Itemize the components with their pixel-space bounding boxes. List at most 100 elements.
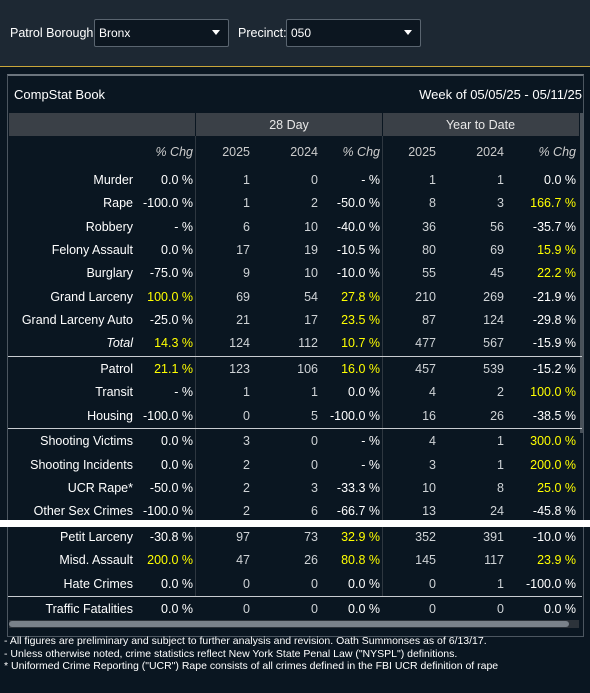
count: 16: [422, 408, 436, 423]
pct-change: -40.0 %: [336, 219, 380, 234]
count: 10: [304, 219, 318, 234]
row-label: Rape: [103, 196, 133, 211]
pct-change: -50.0 %: [149, 480, 193, 495]
row-label: Grand Larceny Auto: [21, 312, 133, 327]
borough-label: Patrol Borough:: [10, 26, 97, 40]
row-label: Petit Larceny: [60, 530, 133, 544]
count: 55: [422, 266, 436, 281]
count: 4: [429, 385, 436, 400]
pct-change: 25.0 %: [537, 480, 576, 495]
pct-change: 0.0 %: [161, 434, 193, 449]
count: 69: [490, 242, 504, 257]
section-separator: [8, 596, 582, 598]
divider: [195, 136, 196, 596]
row-label: Grand Larceny: [50, 289, 133, 304]
pct-change: -100.0 %: [142, 408, 193, 423]
pct-change: 100.0 %: [147, 289, 193, 304]
count: 117: [484, 553, 504, 568]
pct-change: 0.0 %: [544, 173, 576, 187]
count: 4: [429, 434, 436, 449]
count: 36: [422, 219, 436, 234]
count: 6: [243, 219, 250, 234]
borough-dropdown[interactable]: Bronx: [94, 19, 229, 47]
count: 1: [243, 196, 250, 211]
pct-change: 80.8 %: [341, 553, 380, 568]
count: 17: [236, 242, 250, 257]
compstat-panel: [7, 74, 584, 637]
count: 3: [497, 196, 504, 211]
count: 19: [304, 242, 318, 257]
row-label: Robbery: [85, 219, 133, 234]
pct-change: -100.0 %: [142, 196, 193, 211]
footnote: * Uniformed Crime Reporting ("UCR") Rape…: [4, 660, 499, 672]
count: 9: [243, 266, 250, 281]
pct-change: 200.0 %: [530, 457, 576, 472]
pct-change: 0.0 %: [161, 602, 193, 617]
row-label: Housing: [87, 408, 133, 423]
pct-change: -45.8 %: [532, 504, 576, 519]
pct-change: 0.0 %: [161, 242, 193, 257]
pct-change: 0.0 %: [348, 602, 380, 617]
count: 2: [311, 196, 318, 211]
footnote: - All figures are preliminary and subjec…: [4, 635, 487, 647]
count: 1: [497, 173, 504, 187]
count: 352: [415, 530, 436, 544]
pct-change: 300.0 %: [530, 434, 576, 449]
pct-change: -50.0 %: [336, 196, 380, 211]
count: 10: [422, 480, 436, 495]
pct-change: -10.0 %: [336, 266, 380, 281]
scrollbar-horizontal[interactable]: [9, 621, 569, 627]
count: 0: [311, 457, 318, 472]
count: 1: [243, 385, 250, 400]
pct-change: - %: [361, 173, 380, 187]
pct-change: - %: [174, 219, 193, 234]
week-range: Week of 05/05/25 - 05/11/25: [419, 87, 582, 102]
pct-change: 10.7 %: [341, 336, 380, 351]
pct-change: -30.8 %: [149, 530, 193, 544]
precinct-dropdown[interactable]: 050: [286, 19, 421, 47]
pct-change: -33.3 %: [336, 480, 380, 495]
row-label: Felony Assault: [51, 242, 133, 257]
pct-change: - %: [361, 457, 380, 472]
section-separator: [8, 355, 582, 357]
count: 8: [429, 196, 436, 211]
pct-change: 200.0 %: [147, 553, 193, 568]
chevron: [404, 30, 412, 35]
count: 1: [429, 173, 436, 187]
row-label: Patrol: [100, 361, 133, 376]
filter-bar: Patrol Borough: Bronx Precinct: 050: [0, 0, 590, 67]
count: 124: [483, 312, 504, 327]
count: 0: [311, 602, 318, 617]
section-separator: [8, 428, 582, 429]
count: 45: [490, 266, 504, 281]
pct-change: 21.1 %: [154, 361, 193, 376]
count: 210: [415, 289, 436, 304]
count: 10: [304, 266, 318, 281]
pct-change: 0.0 %: [161, 173, 193, 187]
pct-change: 100.0 %: [530, 385, 576, 400]
count: 0: [429, 576, 436, 591]
pct-change: 166.7 %: [530, 196, 576, 211]
count: 0: [311, 434, 318, 449]
group-header: 28 Day: [269, 118, 309, 132]
panel-title: CompStat Book: [14, 87, 106, 102]
pct-change: 14.3 %: [154, 336, 193, 351]
precinct-label: Precinct:: [238, 26, 287, 40]
precinct-value: 050: [291, 26, 312, 40]
pct-change: -21.9 %: [532, 289, 576, 304]
scrollbar-vertical[interactable]: [580, 113, 583, 433]
count: 3: [243, 434, 250, 449]
pct-change: 0.0 %: [544, 602, 576, 617]
column-header: % Chg: [342, 145, 380, 159]
column-header: 2024: [476, 145, 504, 159]
count: 391: [483, 530, 504, 544]
count: 17: [304, 312, 318, 327]
pct-change: -15.9 %: [532, 336, 576, 351]
count: 47: [236, 553, 250, 568]
row-label: Murder: [93, 173, 133, 187]
divider: [382, 136, 383, 596]
group-header: Year to Date: [445, 118, 516, 132]
count: 3: [429, 457, 436, 472]
pct-change: 22.2 %: [537, 266, 576, 281]
pct-change: - %: [174, 385, 193, 400]
